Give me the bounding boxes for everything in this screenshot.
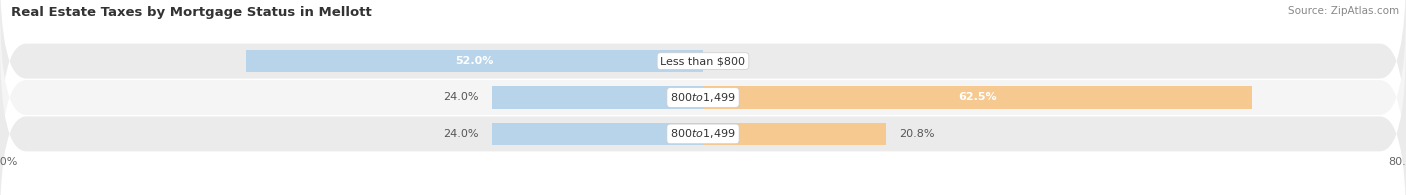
Text: 24.0%: 24.0% — [443, 129, 479, 139]
Bar — [492, 123, 703, 145]
Bar — [492, 86, 703, 109]
FancyBboxPatch shape — [0, 6, 1406, 189]
Text: 24.0%: 24.0% — [443, 92, 479, 103]
Text: 20.8%: 20.8% — [898, 129, 935, 139]
FancyBboxPatch shape — [0, 0, 1406, 153]
Bar — [246, 50, 520, 72]
Text: Less than $800: Less than $800 — [661, 56, 745, 66]
Bar — [492, 123, 619, 145]
Text: 0.0%: 0.0% — [721, 56, 749, 66]
Bar — [246, 50, 703, 72]
Text: Real Estate Taxes by Mortgage Status in Mellott: Real Estate Taxes by Mortgage Status in … — [11, 6, 373, 19]
Text: Source: ZipAtlas.com: Source: ZipAtlas.com — [1288, 6, 1399, 16]
Text: 52.0%: 52.0% — [456, 56, 494, 66]
Bar — [703, 123, 886, 145]
FancyBboxPatch shape — [0, 42, 1406, 195]
Text: 62.5%: 62.5% — [959, 92, 997, 103]
Text: $800 to $1,499: $800 to $1,499 — [671, 127, 735, 140]
Bar — [492, 86, 619, 109]
Bar — [703, 86, 1253, 109]
Text: $800 to $1,499: $800 to $1,499 — [671, 91, 735, 104]
